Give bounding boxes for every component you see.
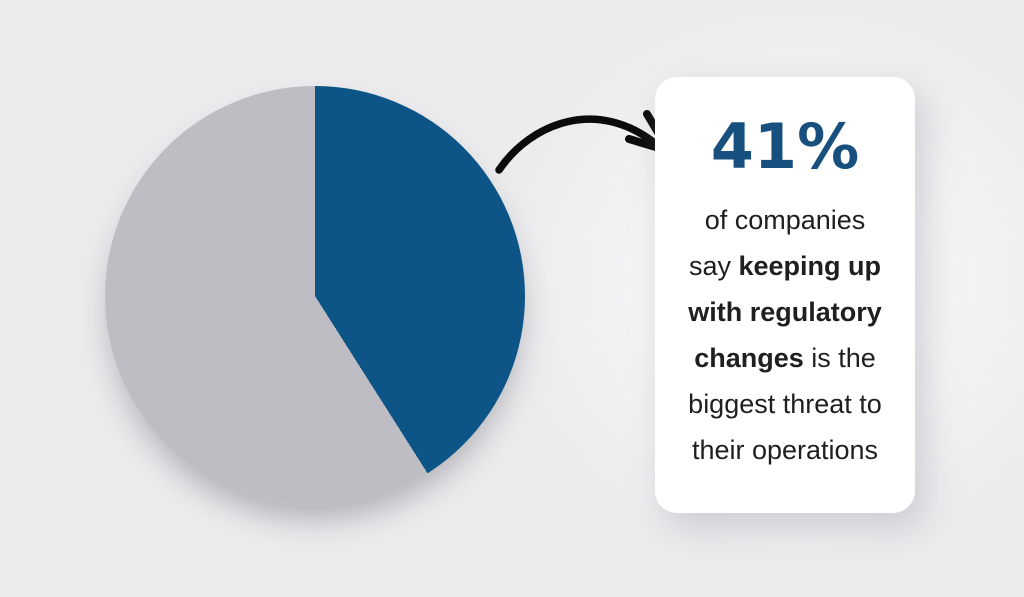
- stat-card: 41% of companies say keeping up with regul…: [655, 77, 915, 513]
- stat-description: of companies say keeping up with regulator…: [669, 197, 901, 473]
- stat-value: 41%: [710, 110, 860, 183]
- stat-description-line: biggest threat to: [688, 389, 882, 419]
- stat-description-line: of companies: [704, 205, 866, 235]
- stat-description-line: changes is the: [694, 343, 876, 373]
- stat-description-line: say keeping up: [688, 251, 882, 281]
- arrow-shaft: [495, 115, 660, 174]
- stat-description-line: with regulatory: [688, 297, 882, 327]
- stat-description-line: their operations: [691, 435, 879, 465]
- pie-chart: [105, 86, 525, 506]
